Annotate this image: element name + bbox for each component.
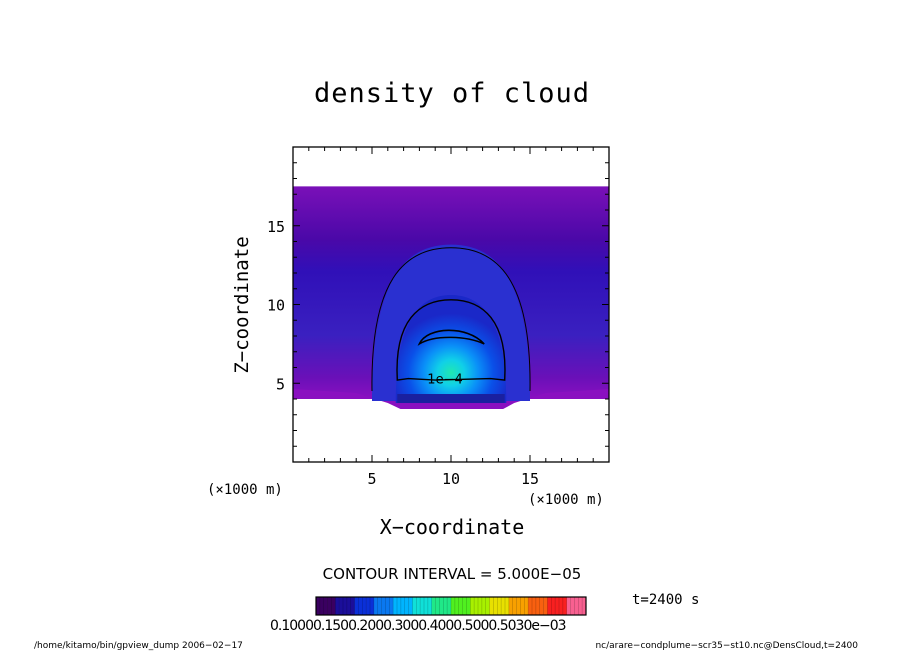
- y-axis-label: Z−coordinate: [231, 236, 253, 374]
- colorbar-swatch: [370, 597, 375, 615]
- colorbar-swatch: [431, 597, 436, 615]
- colorbar-swatch: [408, 597, 413, 615]
- colorbar-swatch: [489, 597, 494, 615]
- colorbar-swatch: [316, 597, 321, 615]
- y-tick-label: 15: [267, 218, 285, 236]
- colorbar-swatch: [366, 597, 371, 615]
- colorbar-swatch: [505, 597, 510, 615]
- colorbar-swatch: [570, 597, 575, 615]
- colorbar-swatch: [454, 597, 460, 615]
- colorbar-swatch: [427, 597, 433, 615]
- colorbar-swatch: [485, 597, 490, 615]
- colorbar-swatch: [532, 597, 537, 615]
- colorbar-swatch: [443, 597, 448, 615]
- chart-title: density of cloud: [313, 78, 591, 109]
- colorbar-swatch: [516, 597, 521, 615]
- colorbar-swatch: [416, 597, 421, 615]
- colorbar-swatch: [323, 597, 328, 615]
- contour-interval-text: CONTOUR INTERVAL = 5.000E−05: [322, 565, 582, 583]
- colorbar-swatch: [393, 597, 398, 615]
- colorbar-swatch: [404, 597, 409, 615]
- colorbar-swatch: [481, 597, 487, 615]
- colorbar-swatch: [551, 597, 556, 615]
- colorbar-swatch: [343, 597, 348, 615]
- colorbar-swatch: [435, 597, 440, 615]
- colorbar-swatch: [562, 597, 568, 615]
- colorbar-swatch: [389, 597, 394, 615]
- y-tick-label: 10: [267, 297, 285, 315]
- colorbar-swatch: [524, 597, 529, 615]
- colorbar-swatch: [528, 597, 533, 615]
- x-axis-label: X−coordinate: [379, 515, 525, 539]
- colorbar-swatch: [373, 597, 379, 615]
- colorbar-swatch: [582, 597, 587, 615]
- colorbar-swatch: [478, 597, 483, 615]
- colorbar-swatch: [555, 597, 560, 615]
- contour-1.5e-4: [417, 329, 485, 346]
- y-tick-label: 5: [276, 375, 285, 393]
- colorbar-swatch: [424, 597, 429, 615]
- colorbar-swatch: [493, 597, 498, 615]
- x-tick-label: 5: [367, 470, 376, 488]
- colorbar-swatch: [539, 597, 544, 615]
- colorbar-swatch: [346, 597, 352, 615]
- plume-core: [395, 295, 507, 403]
- colorbar-swatch: [362, 597, 367, 615]
- colorbar-swatch: [335, 597, 340, 615]
- footer-left: /home/kitamo/bin/gpview_dump 2006−02−17: [34, 641, 243, 651]
- x-tick-label: 10: [442, 470, 460, 488]
- colorbar-swatch: [466, 597, 471, 615]
- x-tick-label: 15: [521, 470, 539, 488]
- x-axis-unit-right: (×1000 m): [528, 492, 604, 508]
- colorbar-swatch: [327, 597, 332, 615]
- colorbar-swatch: [474, 597, 479, 615]
- footer-right: nc/arare−condplume−scr35−st10.nc@DensClo…: [595, 641, 858, 651]
- colorbar-swatch: [420, 597, 425, 615]
- contour-label: 1e−4: [427, 372, 462, 387]
- colorbar-swatch: [447, 597, 452, 615]
- colorbar-swatch: [397, 597, 402, 615]
- colorbar-swatch: [400, 597, 406, 615]
- colorbar-swatch: [512, 597, 517, 615]
- contour-5e-5: [371, 247, 531, 392]
- colorbar-swatch: [331, 597, 336, 615]
- colorbar-swatch: [547, 597, 552, 615]
- colorbar-swatch: [543, 597, 548, 615]
- colorbar-frame: [315, 596, 587, 616]
- contour-1e-4: [396, 299, 506, 381]
- colorbar-swatch: [470, 597, 475, 615]
- colorbar-swatch: [350, 597, 355, 615]
- colorbar-swatch: [377, 597, 382, 615]
- colorbar-swatch: [559, 597, 564, 615]
- colorbar-swatch: [578, 597, 583, 615]
- plume-base: [397, 394, 505, 403]
- colorbar-swatch: [358, 597, 363, 615]
- colorbar-swatch: [535, 597, 541, 615]
- colorbar-swatch: [412, 597, 417, 615]
- colorbar-tick-labels: 0.10000.1500.2000.3000.4000.5000.5030e−0…: [270, 618, 567, 634]
- colorbar-swatch: [385, 597, 390, 615]
- colorbar-swatch: [574, 597, 579, 615]
- time-label: t=2400 s: [632, 592, 700, 608]
- colorbar-swatch: [508, 597, 514, 615]
- colorbar-swatch: [497, 597, 502, 615]
- colorbar-swatch: [439, 597, 444, 615]
- colorbar-swatch: [381, 597, 386, 615]
- colorbar-swatch: [566, 597, 571, 615]
- x-axis-unit-left: (×1000 m): [207, 482, 283, 498]
- colorbar-swatch: [354, 597, 359, 615]
- colorbar-swatch: [339, 597, 344, 615]
- colorbar-swatch: [319, 597, 325, 615]
- colorbar-swatch: [458, 597, 463, 615]
- colorbar-swatch: [451, 597, 456, 615]
- colorbar-swatch: [520, 597, 525, 615]
- colorbar-swatch: [501, 597, 506, 615]
- colorbar-swatch: [462, 597, 467, 615]
